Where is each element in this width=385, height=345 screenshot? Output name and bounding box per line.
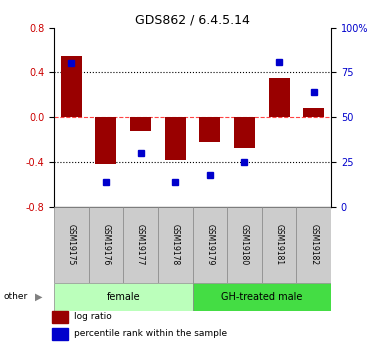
Bar	[234, 117, 255, 148]
Title: GDS862 / 6.4.5.14: GDS862 / 6.4.5.14	[135, 13, 250, 27]
Bar	[158, 207, 192, 283]
Text: GSM19179: GSM19179	[205, 224, 214, 266]
Text: female: female	[106, 292, 140, 302]
Bar	[123, 207, 158, 283]
Bar	[192, 207, 227, 283]
Text: GSM19177: GSM19177	[136, 224, 145, 266]
Text: GSM19178: GSM19178	[171, 224, 180, 266]
Text: GSM19175: GSM19175	[67, 224, 76, 266]
Bar	[199, 117, 220, 142]
Text: other: other	[4, 292, 28, 301]
Bar	[303, 108, 324, 117]
Text: GSM19176: GSM19176	[101, 224, 110, 266]
Text: GSM19181: GSM19181	[275, 224, 284, 266]
Text: GH-treated male: GH-treated male	[221, 292, 303, 302]
Bar	[54, 207, 89, 283]
Bar	[296, 207, 331, 283]
Bar	[269, 78, 290, 117]
Text: GSM19182: GSM19182	[309, 224, 318, 266]
Bar	[192, 283, 331, 310]
Bar	[262, 207, 296, 283]
Bar	[89, 207, 123, 283]
Text: ▶: ▶	[35, 292, 42, 302]
Text: log ratio: log ratio	[74, 312, 112, 321]
Bar	[52, 310, 68, 323]
Text: percentile rank within the sample: percentile rank within the sample	[74, 329, 227, 338]
Bar	[52, 328, 68, 340]
Bar	[54, 283, 192, 310]
Bar	[95, 117, 116, 164]
Bar	[227, 207, 262, 283]
Bar	[61, 56, 82, 117]
Bar	[130, 117, 151, 131]
Bar	[165, 117, 186, 160]
Text: GSM19180: GSM19180	[240, 224, 249, 266]
